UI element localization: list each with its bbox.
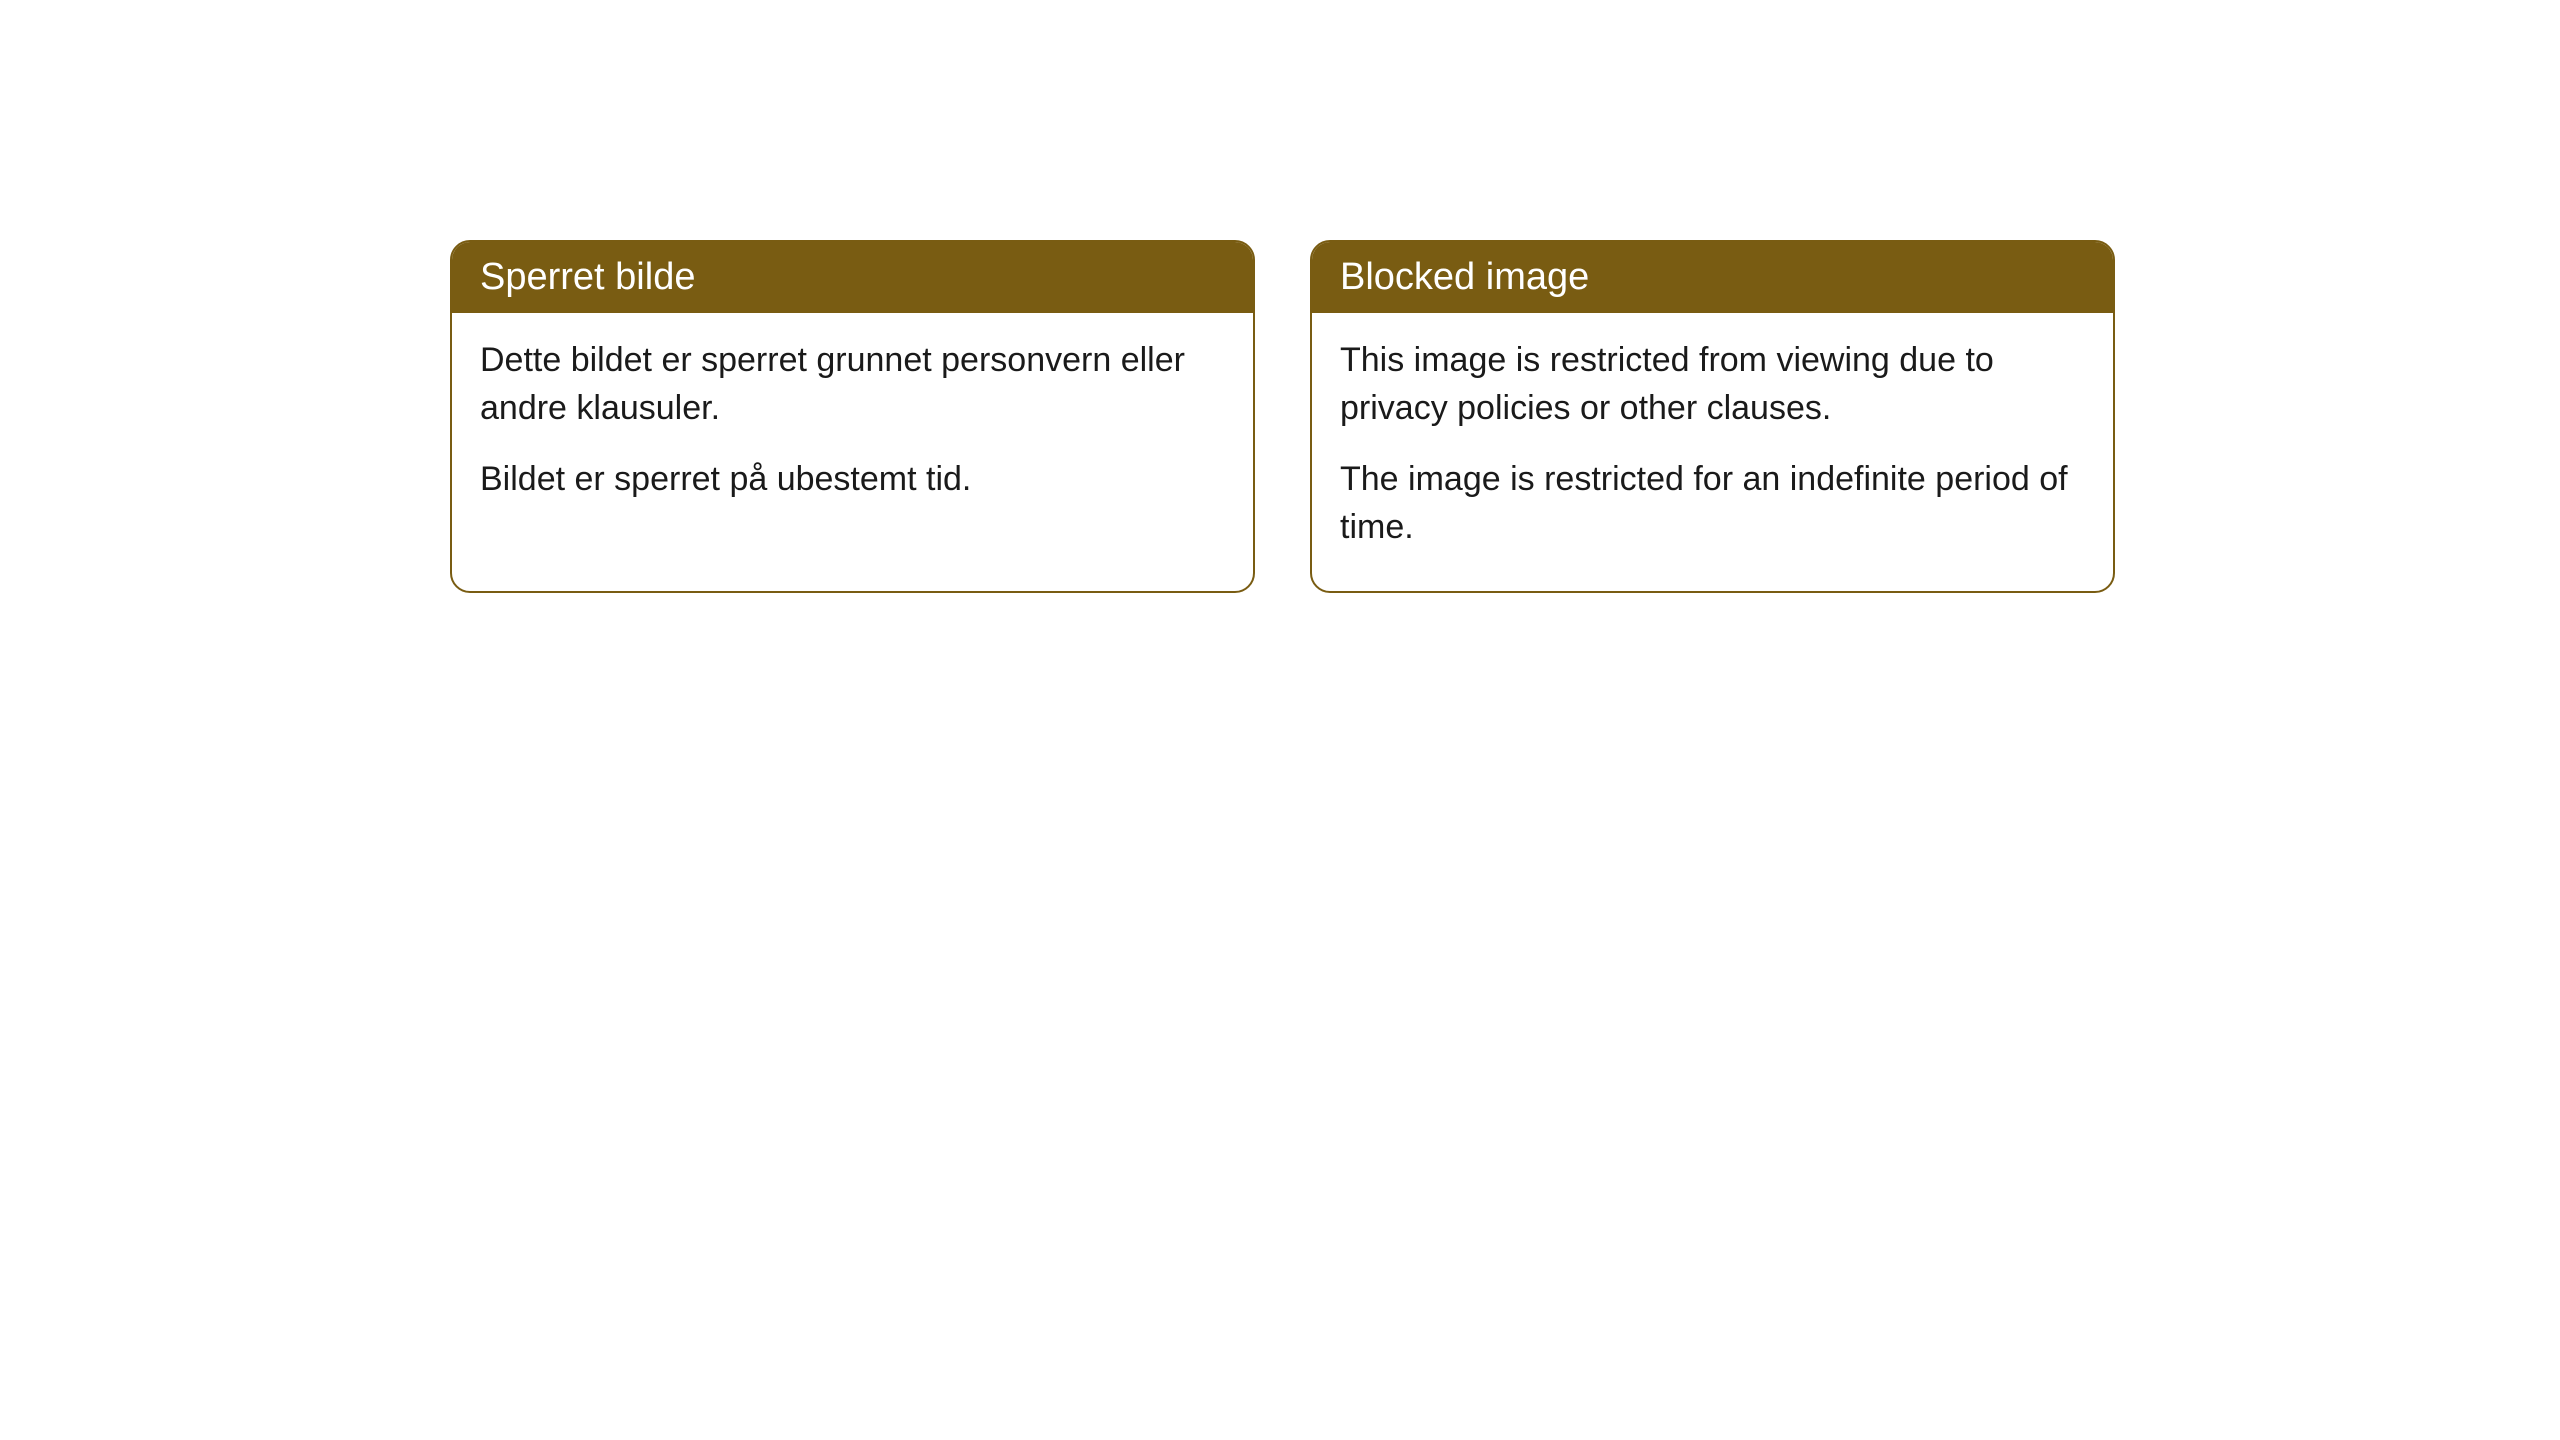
card-paragraph-2-english: The image is restricted for an indefinit… (1340, 456, 2085, 551)
card-header-norwegian: Sperret bilde (452, 242, 1253, 313)
card-header-english: Blocked image (1312, 242, 2113, 313)
card-title-english: Blocked image (1340, 256, 1589, 298)
card-paragraph-2-norwegian: Bildet er sperret på ubestemt tid. (480, 456, 1225, 504)
card-body-norwegian: Dette bildet er sperret grunnet personve… (452, 313, 1253, 544)
card-body-english: This image is restricted from viewing du… (1312, 313, 2113, 591)
card-title-norwegian: Sperret bilde (480, 256, 695, 298)
card-paragraph-1-english: This image is restricted from viewing du… (1340, 337, 2085, 432)
card-paragraph-1-norwegian: Dette bildet er sperret grunnet personve… (480, 337, 1225, 432)
blocked-image-card-norwegian: Sperret bilde Dette bildet er sperret gr… (450, 240, 1255, 593)
notice-cards-container: Sperret bilde Dette bildet er sperret gr… (450, 240, 2115, 593)
blocked-image-card-english: Blocked image This image is restricted f… (1310, 240, 2115, 593)
